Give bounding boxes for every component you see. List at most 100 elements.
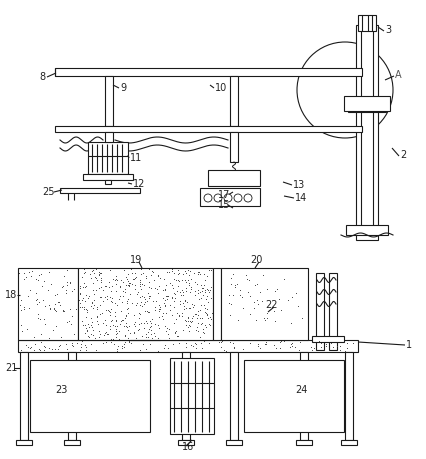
Point [112,275,119,282]
Point [181,297,188,304]
Point [280,276,287,283]
Point [17,347,24,354]
Point [150,330,157,337]
Point [80,283,87,291]
Text: 13: 13 [292,180,305,190]
Point [185,304,192,312]
Point [187,341,194,348]
Point [134,299,141,306]
Point [196,314,203,321]
Point [108,282,115,289]
Point [107,305,114,313]
Point [80,269,87,277]
Point [103,306,109,313]
Point [280,338,287,345]
Point [31,340,38,347]
Point [93,305,100,312]
Bar [347,100,385,112]
Point [141,307,148,314]
Point [164,325,170,332]
Point [95,334,102,341]
Point [122,311,129,319]
Point [150,297,156,305]
Point [103,328,109,336]
Point [107,297,114,305]
Point [135,309,142,317]
Point [194,270,201,278]
Point [199,291,206,299]
Point [195,296,201,303]
Point [153,285,160,292]
Point [229,339,236,347]
Point [142,299,149,306]
Point [145,309,152,316]
Point [277,307,284,314]
Point [273,285,280,292]
Point [254,301,261,308]
Point [113,277,120,284]
Point [191,279,198,286]
Text: 25: 25 [42,187,55,197]
Point [88,302,95,310]
Point [202,323,209,330]
Point [97,330,104,338]
Point [147,293,153,300]
Point [36,315,43,322]
Point [251,281,258,289]
Point [192,287,199,295]
Point [94,276,101,284]
Point [187,319,193,326]
Point [57,341,63,348]
Point [82,291,89,299]
Point [263,309,270,316]
Point [137,285,144,292]
Point [200,284,207,291]
Point [98,293,104,300]
Point [50,305,57,312]
Point [164,292,171,300]
Point [173,316,179,323]
Point [204,293,210,300]
Point [77,347,83,354]
Point [83,326,90,333]
Point [168,293,175,300]
Bar [60,188,140,193]
Point [151,320,158,327]
Point [113,280,120,288]
Point [189,303,196,311]
Point [158,313,165,320]
Point [63,278,70,285]
Point [140,294,147,301]
Point [92,265,99,273]
Point [207,315,214,323]
Point [244,288,250,295]
Point [101,331,107,338]
Point [83,346,89,353]
Point [111,300,118,307]
Point [144,333,151,341]
Point [162,285,169,292]
Point [182,344,189,351]
Point [142,272,149,280]
Point [175,339,181,346]
Point [95,320,101,328]
Point [253,280,260,288]
Point [184,324,191,331]
Point [140,325,147,332]
Point [145,292,152,300]
Point [122,313,129,320]
Point [146,324,153,331]
Point [131,318,138,325]
Point [58,334,64,341]
Point [98,274,104,282]
Point [296,339,303,346]
Point [239,346,246,353]
Point [147,319,154,326]
Point [183,322,190,329]
Point [35,314,41,321]
Point [336,342,343,350]
Point [41,320,48,327]
Point [118,344,125,352]
Point [229,291,236,299]
Point [253,296,260,303]
